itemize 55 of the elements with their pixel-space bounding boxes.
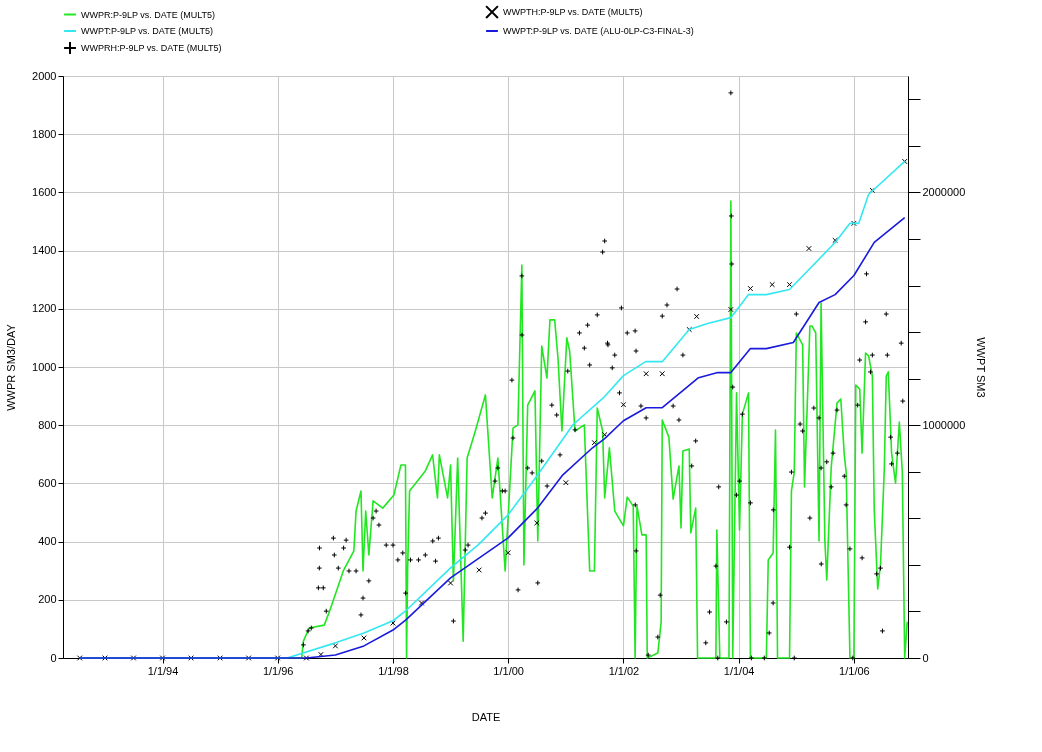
- point: [620, 401, 627, 408]
- point: [534, 520, 540, 526]
- y-tick-label: 0: [50, 651, 57, 664]
- legend-label: WWPTH:P-9LP vs. DATE (MULT5): [503, 7, 643, 18]
- y-tick-label: 200: [38, 593, 57, 606]
- point: [447, 580, 454, 586]
- x-axis-title: DATE: [471, 710, 501, 723]
- x-tick-label: 1/1/00: [493, 664, 524, 677]
- point: [418, 600, 425, 606]
- point: [591, 439, 598, 446]
- point: [563, 479, 569, 486]
- legend-label: WWPT:P-9LP vs. DATE (ALU-0LP-C3-FINAL-3): [503, 26, 694, 36]
- x-tick-label: 1/1/98: [378, 664, 409, 677]
- point: [601, 431, 608, 438]
- x-tick-label: 1/1/02: [608, 664, 640, 677]
- point: [159, 655, 166, 661]
- x-tick-label: 1/1/94: [147, 664, 179, 677]
- point: [332, 643, 339, 649]
- point: [806, 245, 812, 252]
- y-axis-title: WWPR SM3/DAY: [5, 323, 18, 411]
- y-tick-label: 2000: [32, 69, 57, 82]
- point: [832, 237, 838, 244]
- point: [659, 370, 666, 377]
- legend-label: WWPRH:P-9LP vs. DATE (MULT5): [81, 43, 222, 53]
- y2-tick-label: 2000000: [922, 185, 966, 198]
- point: [786, 281, 793, 288]
- point: [303, 655, 310, 661]
- y-tick-label: 400: [38, 535, 57, 548]
- point: [769, 281, 776, 288]
- point: [76, 655, 83, 661]
- point: [245, 655, 252, 661]
- point: [130, 655, 137, 661]
- y-tick-label: 1200: [32, 302, 57, 315]
- legend-label: WWPR:P-9LP vs. DATE (MULT5): [81, 9, 216, 20]
- y-tick-label: 600: [38, 476, 57, 489]
- x-tick-label: 1/1/96: [262, 664, 294, 677]
- y-tick-label: 1400: [32, 244, 57, 257]
- point: [747, 285, 754, 292]
- point: [728, 306, 734, 313]
- point: [693, 313, 700, 320]
- point: [851, 220, 857, 227]
- y-tick-label: 1000: [32, 360, 57, 373]
- y2-tick-label: 1000000: [922, 418, 966, 431]
- y-tick-label: 1600: [32, 185, 57, 198]
- point: [476, 567, 482, 573]
- point: [505, 549, 511, 556]
- point: [643, 370, 649, 377]
- y-tick-label: 800: [38, 418, 57, 431]
- legend-label: WWPT:P-9LP vs. DATE (MULT5): [81, 26, 214, 36]
- y-tick-label: 1800: [32, 127, 57, 140]
- x-tick-label: 1/1/04: [723, 664, 755, 677]
- point: [274, 655, 281, 661]
- x-tick-label: 1/1/06: [839, 664, 870, 677]
- y2-tick-label: 0: [922, 651, 929, 664]
- y2-axis-title: WWPT SM3: [975, 337, 988, 398]
